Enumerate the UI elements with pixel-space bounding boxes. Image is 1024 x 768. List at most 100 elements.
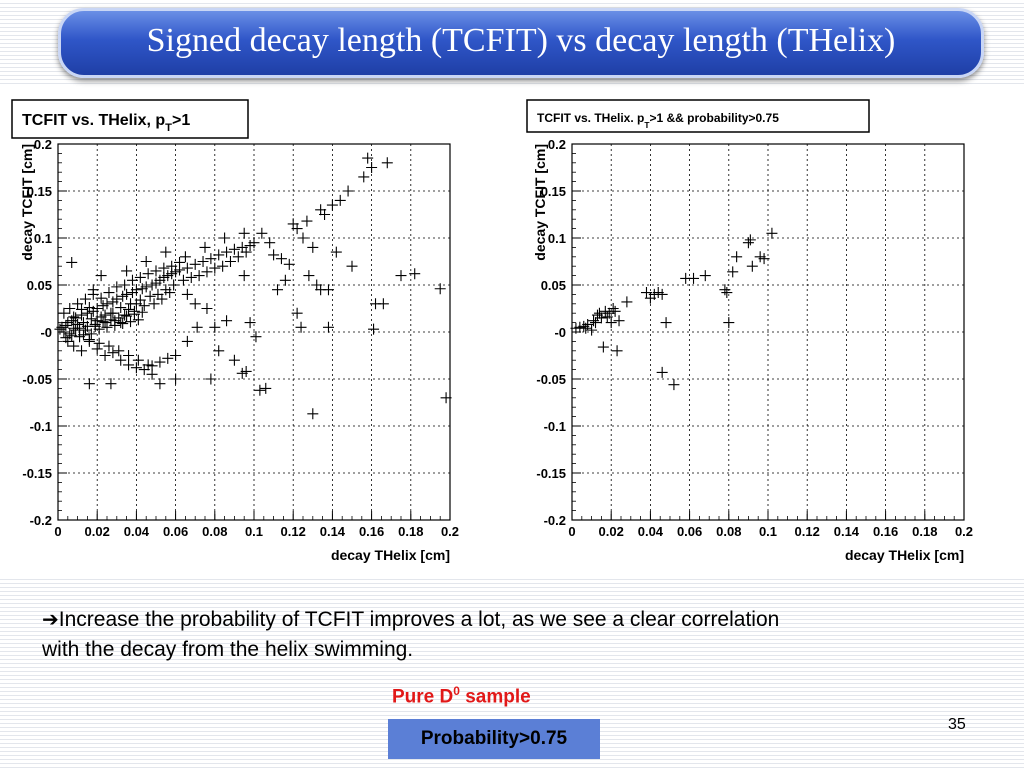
- data-point: [297, 232, 309, 244]
- data-point: [83, 378, 95, 390]
- data-point: [766, 227, 778, 239]
- x-tick-label: 0.06: [677, 524, 702, 539]
- x-tick-label: 0.1: [245, 524, 263, 539]
- data-point: [221, 246, 233, 258]
- data-point: [283, 258, 295, 270]
- data-point: [181, 262, 193, 274]
- data-point: [205, 373, 217, 385]
- data-point: [87, 284, 99, 296]
- pure-label-text: Pure D: [392, 686, 454, 708]
- data-point: [150, 265, 162, 277]
- data-point: [301, 215, 313, 227]
- data-point: [699, 270, 711, 282]
- data-point: [250, 331, 262, 343]
- data-point: [121, 310, 133, 322]
- data-point: [134, 271, 146, 283]
- arrow-right-icon: ➔: [42, 607, 59, 631]
- data-point: [107, 347, 119, 359]
- data-point: [189, 298, 201, 310]
- data-point: [199, 241, 211, 253]
- data-point: [221, 315, 233, 327]
- scatter-plot-left: TCFIT vs. THelix, pT>1 0 0.02 0.04 0.06 0.08 0…: [11, 99, 459, 563]
- data-point: [213, 249, 225, 261]
- y-tick-label: -0.15: [536, 466, 566, 481]
- data-point: [109, 319, 121, 331]
- data-point: [85, 328, 97, 340]
- data-point: [322, 321, 334, 333]
- data-point: [586, 324, 598, 336]
- data-point: [111, 293, 123, 305]
- data-point: [597, 341, 609, 353]
- data-point: [224, 256, 236, 267]
- data-point: [238, 227, 250, 239]
- data-point: [58, 307, 70, 319]
- pure-label-suffix: sample: [459, 686, 531, 708]
- data-point: [213, 345, 225, 357]
- data-point: [377, 298, 389, 310]
- chart-title-subscript: T: [165, 122, 172, 134]
- data-point: [164, 287, 176, 299]
- data-point: [368, 323, 380, 335]
- y-axis-label: decay TCFIT [cm]: [532, 144, 548, 261]
- x-tick-label: 0.18: [398, 524, 423, 539]
- data-point: [119, 309, 131, 321]
- data-point: [132, 314, 144, 326]
- data-point: [744, 234, 756, 246]
- data-point: [319, 209, 331, 220]
- data-point: [264, 237, 276, 249]
- data-point: [130, 362, 142, 374]
- data-point: [228, 243, 240, 255]
- chart-title-tail: >1: [172, 112, 190, 129]
- chart-title-subscript: T: [644, 120, 650, 130]
- data-point: [719, 284, 731, 296]
- data-point: [101, 298, 113, 310]
- data-point: [132, 354, 144, 366]
- data-point: [440, 392, 452, 404]
- chart-title: TCFIT vs. THelix, pT>1: [22, 112, 190, 134]
- data-point: [656, 288, 668, 300]
- page-number: 35: [948, 716, 966, 733]
- data-point: [123, 303, 135, 315]
- data-point: [140, 281, 152, 293]
- data-point: [68, 340, 80, 352]
- x-tick-label: 0.16: [873, 524, 898, 539]
- data-point: [179, 251, 191, 263]
- x-tick-label: 0: [568, 524, 575, 539]
- data-point: [93, 323, 105, 335]
- data-point: [70, 312, 82, 324]
- chart-title-main: TCFIT vs. THelix. p: [537, 111, 644, 125]
- data-point: [295, 321, 307, 333]
- data-point: [272, 284, 284, 296]
- data-point: [731, 251, 743, 263]
- data-point: [93, 337, 105, 349]
- x-tick-label: 0.14: [834, 524, 860, 539]
- data-point: [130, 298, 142, 310]
- x-tick-label: 0.02: [599, 524, 624, 539]
- data-point: [656, 366, 668, 378]
- data-point: [746, 260, 758, 272]
- x-axis-label: decay THelix [cm]: [331, 547, 450, 563]
- data-point: [605, 317, 617, 329]
- x-tick-label: 0.1: [759, 524, 777, 539]
- data-point: [170, 373, 182, 385]
- y-tick-label: -0.05: [536, 372, 566, 387]
- x-axis-label: decay THelix [cm]: [845, 547, 964, 563]
- data-point: [228, 354, 240, 366]
- data-point: [366, 162, 378, 173]
- data-point: [123, 350, 135, 361]
- data-point: [138, 364, 150, 376]
- data-point: [60, 319, 72, 331]
- y-tick-label: 0.2: [548, 137, 566, 152]
- data-point: [181, 288, 193, 300]
- data-point: [240, 365, 252, 377]
- data-point: [613, 315, 625, 327]
- data-point: [279, 274, 291, 286]
- data-point: [362, 152, 374, 164]
- data-point: [268, 249, 280, 261]
- data-point: [177, 274, 189, 286]
- data-point: [121, 265, 133, 277]
- data-point: [74, 322, 86, 334]
- data-point: [136, 306, 148, 318]
- chart-title-tail: >1 && probability>0.75: [649, 111, 779, 125]
- data-point: [342, 185, 354, 197]
